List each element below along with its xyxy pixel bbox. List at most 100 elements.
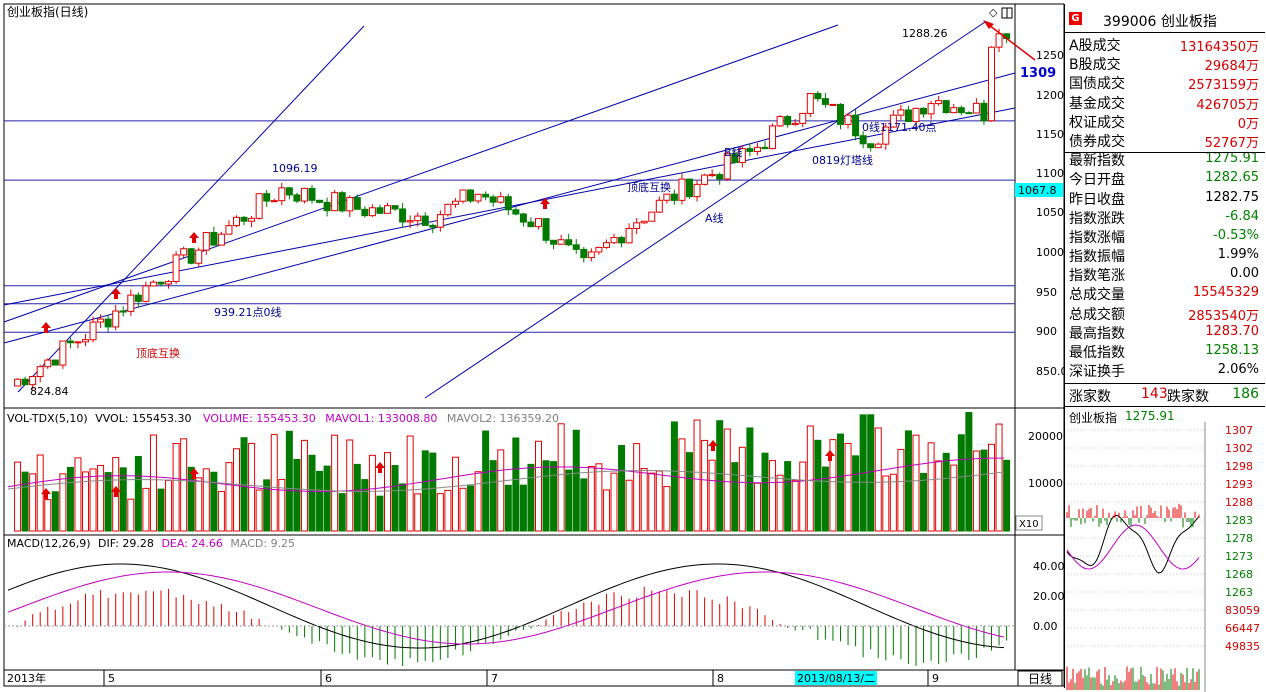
a-line-label: A线 xyxy=(705,211,724,225)
volume-bar xyxy=(580,478,588,532)
volume-bar xyxy=(459,487,467,532)
volume-bars xyxy=(14,412,1011,532)
candle-body xyxy=(44,359,52,368)
mini-chart-title: 创业板指 xyxy=(1069,411,1118,425)
volume-bar xyxy=(972,450,980,532)
volume-bar xyxy=(527,463,535,532)
volume-bar xyxy=(368,454,376,532)
candle-body xyxy=(512,209,520,215)
stat-label: 深证换手 xyxy=(1069,364,1125,381)
candle-body xyxy=(988,46,995,122)
up-arrow-icon xyxy=(189,468,199,479)
volume-bar xyxy=(920,472,928,532)
reversal-label-1: 顶底互换 xyxy=(136,346,180,360)
candle-body xyxy=(451,200,459,205)
volume-bar xyxy=(308,454,316,532)
diamond-icon[interactable]: ◇ xyxy=(989,6,998,19)
candle-body xyxy=(550,239,558,245)
stat-label: 最新指数 xyxy=(1069,153,1125,170)
stat-label: B股成交 xyxy=(1069,57,1121,74)
stat-value: -6.84 xyxy=(1225,208,1259,224)
volume-bar xyxy=(701,439,709,532)
volume-bar xyxy=(957,434,965,532)
candle-body xyxy=(165,280,173,285)
candle-body xyxy=(904,109,912,123)
volume-bar xyxy=(467,485,475,532)
stat-value: 1258.13 xyxy=(1205,343,1259,358)
candle-body xyxy=(157,281,165,285)
volume-bar xyxy=(1003,459,1011,532)
mini-axis-tick: 1278 xyxy=(1225,532,1253,545)
stat-label: 指数涨幅 xyxy=(1069,229,1125,246)
volume-bar xyxy=(799,461,807,532)
candle-body xyxy=(670,193,678,201)
stat-row: 最低指数 1258.13 xyxy=(1065,341,1265,361)
candle-body xyxy=(293,194,301,202)
candle-body xyxy=(701,174,709,185)
volume-bar xyxy=(980,449,988,532)
candle-body xyxy=(686,178,693,198)
volume-bar xyxy=(474,471,482,532)
vol-unit: X10 xyxy=(1019,519,1039,530)
intraday-plot: 1307 1302 1298 1293 1288 1283 1278 1273 1268 1263… xyxy=(1065,424,1260,690)
quote-panel: G 399006 创业板指 A股成交 13164350万 B股成交 29684万 国债成… xyxy=(1064,4,1265,692)
trendline-2 xyxy=(17,25,365,393)
advance-decline-row: 涨家数 143 跌家数 186 xyxy=(1065,384,1265,406)
mini-axis-tick: 1293 xyxy=(1225,478,1253,491)
volume-bar xyxy=(489,460,497,532)
volume-bar xyxy=(550,461,558,532)
dif-line xyxy=(7,563,1005,649)
stat-value: 52767万 xyxy=(1204,135,1259,151)
volume-bar xyxy=(285,430,293,532)
volume-bar xyxy=(384,452,391,532)
stat-row: A股成交 13164350万 xyxy=(1065,34,1265,55)
stat-row: B股成交 29684万 xyxy=(1065,53,1265,74)
candle-body xyxy=(731,153,739,163)
stat-row: 指数笔涨 0.00 xyxy=(1065,264,1265,284)
volume-bar xyxy=(587,465,595,532)
price-tick-950: 950 xyxy=(1036,286,1057,299)
volume-bar xyxy=(74,457,82,532)
candle-body xyxy=(972,102,980,114)
candle-body xyxy=(248,217,256,222)
candle-body xyxy=(376,207,384,214)
candle-body xyxy=(97,318,105,323)
candle-body xyxy=(29,376,37,386)
volume-bar xyxy=(693,419,701,532)
volume-bar xyxy=(519,484,527,532)
up-arrow-icon xyxy=(375,462,385,473)
mini-axis-tick: 1298 xyxy=(1225,460,1253,473)
volume-bar xyxy=(791,479,799,532)
candle-body xyxy=(202,232,210,251)
price-tick-1050: 1050 xyxy=(1036,206,1064,219)
candle-body xyxy=(142,285,150,302)
candle-body xyxy=(36,366,44,378)
candle-body xyxy=(957,107,965,114)
stat-value: 426705万 xyxy=(1196,97,1259,113)
volume-bar xyxy=(225,462,233,532)
target-1309-label: 1309 xyxy=(1020,66,1056,81)
stat-label: 基金成交 xyxy=(1069,95,1125,112)
period-button[interactable] xyxy=(1017,670,1063,687)
candle-body xyxy=(587,251,595,259)
volume-bar xyxy=(323,465,331,532)
volume-bar xyxy=(414,493,422,532)
candle-body xyxy=(882,126,890,145)
stat-label: 指数振幅 xyxy=(1069,249,1125,266)
up-arrow-icon xyxy=(825,450,835,461)
candle-body xyxy=(66,340,74,344)
macd-header: MACD(12,26,9) DIF: 29.28 DEA: 24.66 MACD… xyxy=(7,537,295,550)
stat-row: 权证成交 0万 xyxy=(1065,111,1265,132)
candle-body xyxy=(270,200,278,203)
intraday-mini-chart[interactable]: 1307 1302 1298 1293 1288 1283 1278 1273 1268 1263… xyxy=(1065,422,1265,692)
candle-body xyxy=(776,116,784,127)
volume-bar xyxy=(837,433,844,532)
candle-body xyxy=(134,294,142,302)
dea-line xyxy=(7,571,1005,645)
volume-bar xyxy=(595,463,603,532)
price-gridlines xyxy=(4,120,1015,333)
volume-bar xyxy=(157,488,165,532)
candle-body xyxy=(912,107,920,123)
line-1171-label: 0线1171.40点 xyxy=(862,120,937,134)
main-chart-area[interactable]: 178448.COM 创业板指(日线) ◇ 1250 1200 1150 110… xyxy=(0,0,1064,690)
